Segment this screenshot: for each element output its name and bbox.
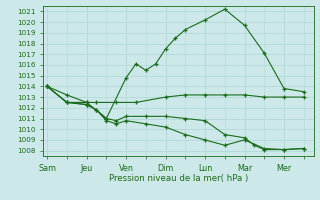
X-axis label: Pression niveau de la mer( hPa ): Pression niveau de la mer( hPa ) [109, 174, 248, 183]
